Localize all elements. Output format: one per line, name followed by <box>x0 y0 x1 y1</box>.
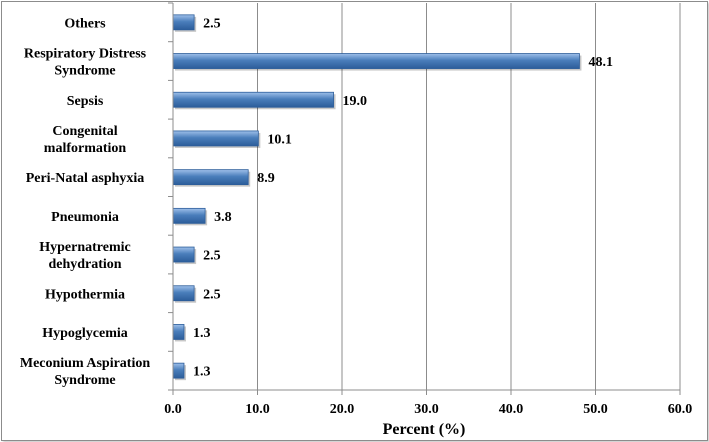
category-label: Meconium Aspiration Syndrome <box>20 356 150 388</box>
category-label-line: malformation <box>44 141 127 156</box>
x-tick-label: 60.0 <box>668 402 693 417</box>
category-label-line: Syndrome <box>54 373 115 388</box>
category-label: Hypernatremic dehydration <box>39 240 131 272</box>
bar <box>172 324 185 340</box>
x-tick-label: 0.0 <box>164 402 182 417</box>
category-label-line: Syndrome <box>54 64 115 79</box>
category-label-line: Peri-Natal asphyxia <box>26 171 145 186</box>
category-label-line: Pneumonia <box>51 210 119 225</box>
data-label: 2.5 <box>203 16 221 31</box>
bar <box>172 14 195 31</box>
x-tick-label: 40.0 <box>499 402 524 417</box>
category-label: Respiratory Distress Syndrome <box>24 47 147 79</box>
category-label: Hypothermia <box>45 287 125 302</box>
category-label-line: dehydration <box>48 257 121 272</box>
category-label-line: Congenital <box>52 124 117 139</box>
data-label: 1.3 <box>193 326 211 341</box>
bar <box>172 285 195 302</box>
data-label: 2.5 <box>203 287 221 302</box>
category-label: Peri-Natal asphyxia <box>26 171 145 186</box>
bars <box>172 14 582 381</box>
data-label: 8.9 <box>257 171 275 186</box>
x-tick-label: 10.0 <box>245 402 270 417</box>
x-tick-label: 50.0 <box>583 402 608 417</box>
bar <box>172 53 580 69</box>
bar <box>172 130 259 147</box>
data-label: 48.1 <box>588 55 613 70</box>
data-label: 1.3 <box>193 365 211 380</box>
bar <box>172 207 206 224</box>
category-label: Pneumonia <box>51 210 119 225</box>
bar <box>172 362 185 379</box>
category-label: Sepsis <box>67 94 104 109</box>
bar <box>172 91 334 108</box>
x-tick-label: 30.0 <box>414 402 439 417</box>
category-label: Hypoglycemia <box>42 326 128 341</box>
data-label: 10.1 <box>267 132 292 147</box>
category-label-line: Others <box>64 16 106 31</box>
bar <box>172 246 195 263</box>
category-label-line: Hypernatremic <box>39 240 131 255</box>
x-axis-title: Percent (%) <box>383 421 466 438</box>
category-label-line: Hypothermia <box>45 287 125 302</box>
category-label-line: Hypoglycemia <box>42 326 128 341</box>
category-label: Congenital malformation <box>44 124 127 156</box>
data-label: 3.8 <box>214 210 232 225</box>
x-tick-label: 20.0 <box>330 402 355 417</box>
data-label: 2.5 <box>203 249 221 264</box>
category-label-line: Sepsis <box>67 94 104 109</box>
category-label: Others <box>64 16 106 31</box>
axes <box>168 2 681 395</box>
category-label-line: Respiratory Distress <box>24 47 147 62</box>
labels: 0.0 10.0 20.0 30.0 40.0 50.0 60.0 2.5 Others 48.1… <box>20 16 692 417</box>
bar <box>172 169 249 186</box>
category-label-line: Meconium Aspiration <box>20 356 150 371</box>
data-label: 19.0 <box>343 94 368 109</box>
